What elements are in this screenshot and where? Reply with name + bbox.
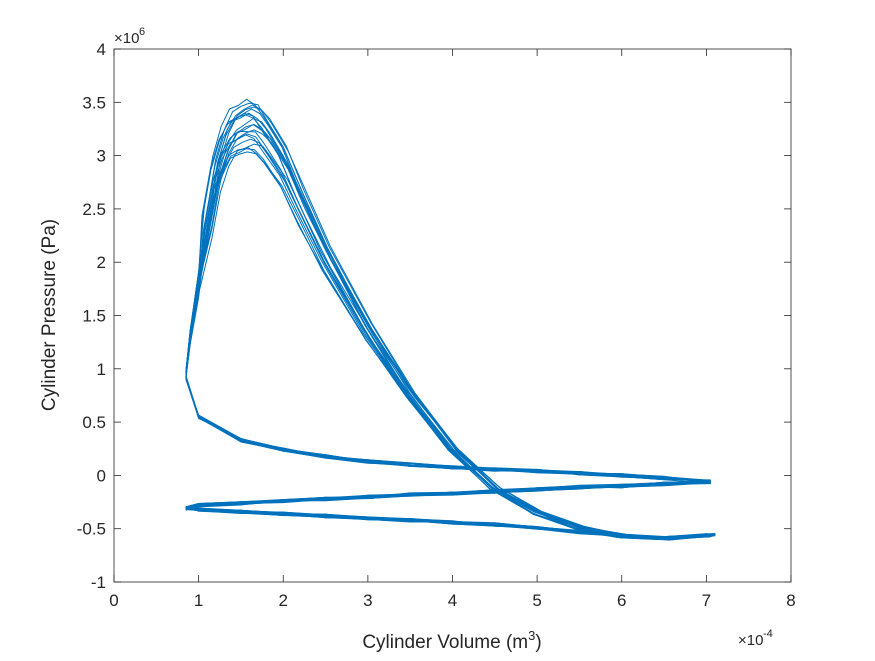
axis-ticks: 0 1 2 3 4 5 6 7 8 -1 -0.5 0 0.5 1 1.5 2 2.5 3 3.5 4 — [77, 40, 796, 610]
x-tick-label: 0 — [109, 591, 118, 610]
x-axis-label-suffix: ) — [535, 632, 541, 653]
y-tick-label: 2.5 — [82, 200, 106, 219]
x-tick-label: 2 — [279, 591, 288, 610]
pv-cycle-exhaust-line — [185, 506, 711, 541]
pv-cycle-intake-line — [185, 482, 711, 511]
pv-cycle-intake-line — [185, 481, 711, 510]
x-tick-label: 7 — [702, 591, 711, 610]
x-axis-label: Cylinder Volume (m3) — [362, 628, 541, 653]
x-tick-label: 1 — [194, 591, 203, 610]
pv-cycle-combustion-expansion-line — [185, 143, 716, 538]
x-multiplier-exponent: -4 — [763, 628, 773, 640]
y-tick-label: 1.5 — [82, 307, 106, 326]
y-multiplier-exponent: 6 — [139, 26, 145, 38]
y-tick-label: 2 — [97, 253, 106, 272]
y-tick-label: -1 — [91, 573, 106, 592]
pv-cycle-combustion-expansion-line — [185, 108, 713, 540]
y-tick-label: 4 — [97, 40, 106, 59]
x-axis-label-main: Cylinder Volume (m — [362, 632, 528, 653]
y-tick-label: 1 — [97, 360, 106, 379]
plot-background — [114, 49, 791, 582]
pv-loop-curves — [185, 98, 716, 541]
x-tick-label: 8 — [786, 591, 795, 610]
x-tick-label: 3 — [363, 591, 372, 610]
y-multiplier: ×10 6 — [114, 26, 145, 47]
axes-box — [113, 48, 792, 583]
pv-cycle-combustion-expansion-line — [185, 98, 708, 540]
y-axis-label: Cylinder Pressure (Pa) — [39, 219, 60, 411]
x-tick-label: 4 — [448, 591, 457, 610]
x-tick-label: 5 — [532, 591, 541, 610]
y-tick-label: 0 — [97, 466, 106, 485]
y-multiplier-base: ×10 — [114, 30, 139, 47]
x-multiplier-base: ×10 — [738, 632, 763, 649]
pv-cycle-compression-line — [185, 376, 711, 484]
y-tick-label: 0.5 — [82, 413, 106, 432]
pv-cycle-combustion-expansion-line — [185, 124, 716, 541]
x-tick-label: 6 — [617, 591, 626, 610]
y-tick-label: 3 — [97, 147, 106, 166]
x-axis-label-superscript: 3 — [528, 628, 535, 643]
y-tick-label: -0.5 — [77, 520, 106, 539]
pv-cycle-combustion-expansion-line — [185, 134, 707, 538]
y-tick-label: 3.5 — [82, 93, 106, 112]
x-multiplier: ×10 -4 — [738, 628, 773, 649]
